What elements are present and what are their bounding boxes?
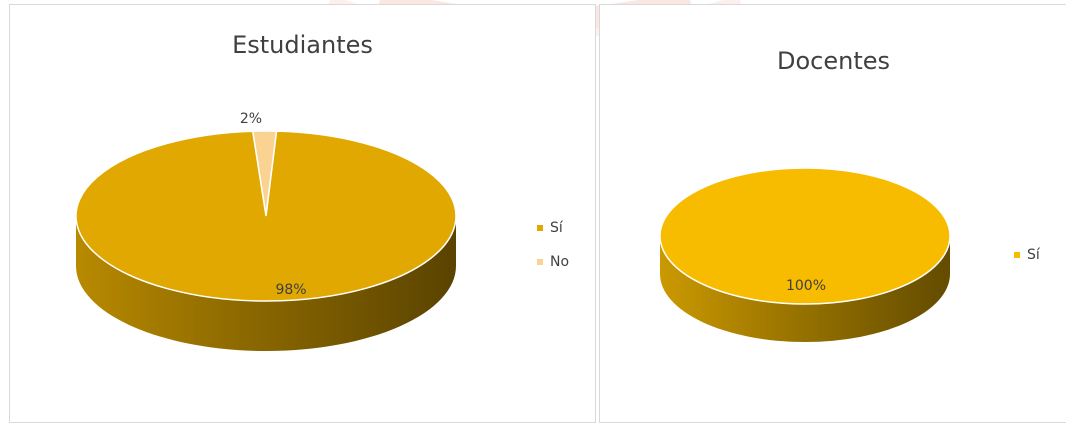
data-label: 100%: [786, 278, 826, 294]
pie-side: [660, 236, 950, 342]
chart-estudiantes: Estudiantes 98% 2% Sí No: [9, 4, 596, 423]
chart-docentes: Docentes 100% Sí: [599, 4, 1066, 423]
chart-title: Docentes: [776, 47, 890, 75]
legend: Sí: [1014, 245, 1040, 279]
pie-chart: 98% 2%: [75, 111, 457, 351]
pie-side: [76, 216, 456, 351]
legend-swatch: [1014, 252, 1020, 258]
pie-slice-si: [659, 167, 951, 305]
legend-item: Sí: [1014, 245, 1040, 265]
data-label: 2%: [240, 111, 262, 127]
legend-label: Sí: [1027, 247, 1040, 263]
legend-item: Sí: [537, 218, 569, 238]
legend-swatch: [537, 259, 543, 265]
legend: Sí No: [537, 218, 569, 286]
pie-chart: 100%: [659, 167, 951, 342]
chart-title: Estudiantes: [232, 31, 373, 59]
legend-label: No: [550, 254, 570, 270]
legend-swatch: [537, 225, 543, 231]
data-label: 98%: [275, 282, 306, 298]
pie-slice-si: [75, 130, 457, 302]
legend-label: Sí: [550, 220, 563, 236]
legend-item: No: [537, 252, 569, 272]
